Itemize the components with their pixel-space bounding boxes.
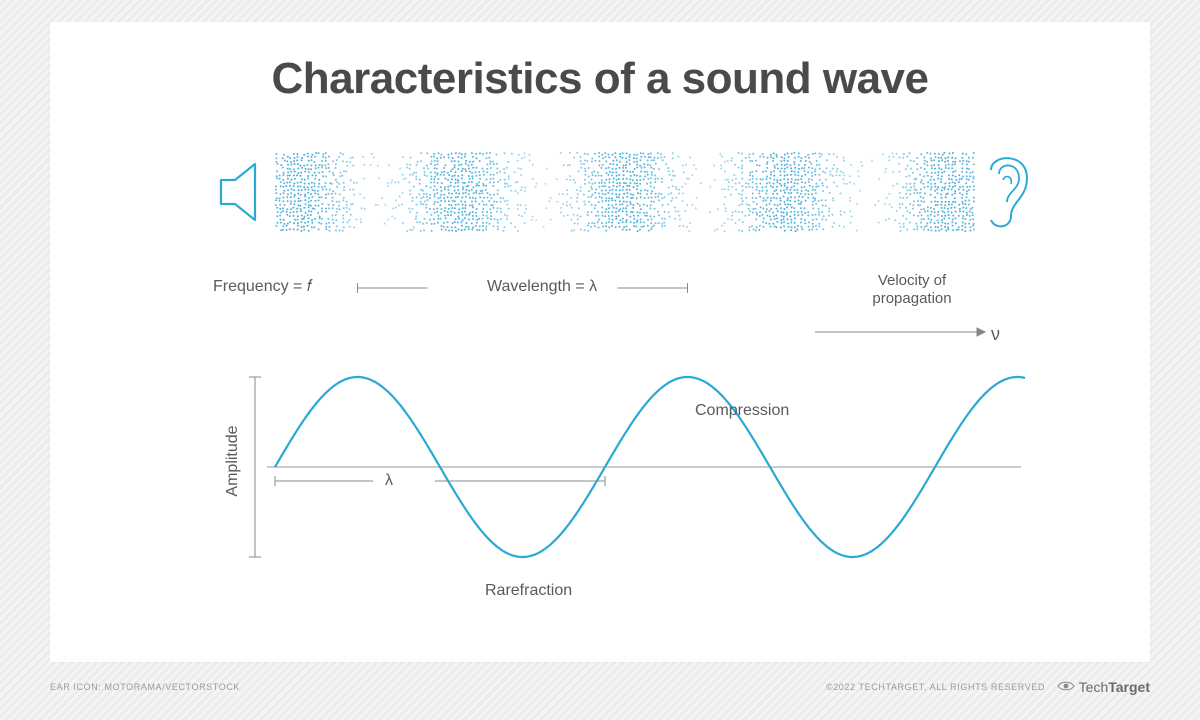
wave-diagram: Frequency = 𝑓 Wavelength = λ λ Amplitude… (215, 282, 1025, 612)
footer-right: ©2022 TECHTARGET, ALL RIGHTS RESERVED Te… (826, 679, 1150, 695)
diagram-card: Characteristics of a sound wave Frequenc… (50, 22, 1150, 662)
ear-icon (977, 146, 1035, 236)
frequency-label: Frequency = 𝑓 (213, 278, 312, 296)
velocity-label-2: propagation (857, 290, 967, 307)
velocity-label-1: Velocity of (857, 272, 967, 289)
wavelength-label: Wavelength = λ (487, 278, 597, 296)
footer-copyright: ©2022 TECHTARGET, ALL RIGHTS RESERVED (826, 682, 1045, 692)
speaker-icon (215, 154, 275, 230)
brand-a: Tech (1079, 679, 1109, 695)
amplitude-label: Amplitude (224, 421, 242, 501)
footer: EAR ICON: MOTORAMA/VECTORSTOCK ©2022 TEC… (50, 672, 1150, 702)
eye-icon (1057, 680, 1075, 692)
rarefraction-label: Rarefraction (485, 582, 572, 600)
footer-credit: EAR ICON: MOTORAMA/VECTORSTOCK (50, 682, 240, 692)
diagram-title: Characteristics of a sound wave (50, 54, 1150, 104)
brand-logo: TechTarget (1057, 679, 1150, 695)
compression-dot-band (275, 152, 975, 232)
lambda-label: λ (385, 472, 393, 490)
brand-b: Target (1108, 679, 1150, 695)
compression-label: Compression (695, 402, 789, 420)
nu-symbol: ν (991, 324, 1000, 345)
